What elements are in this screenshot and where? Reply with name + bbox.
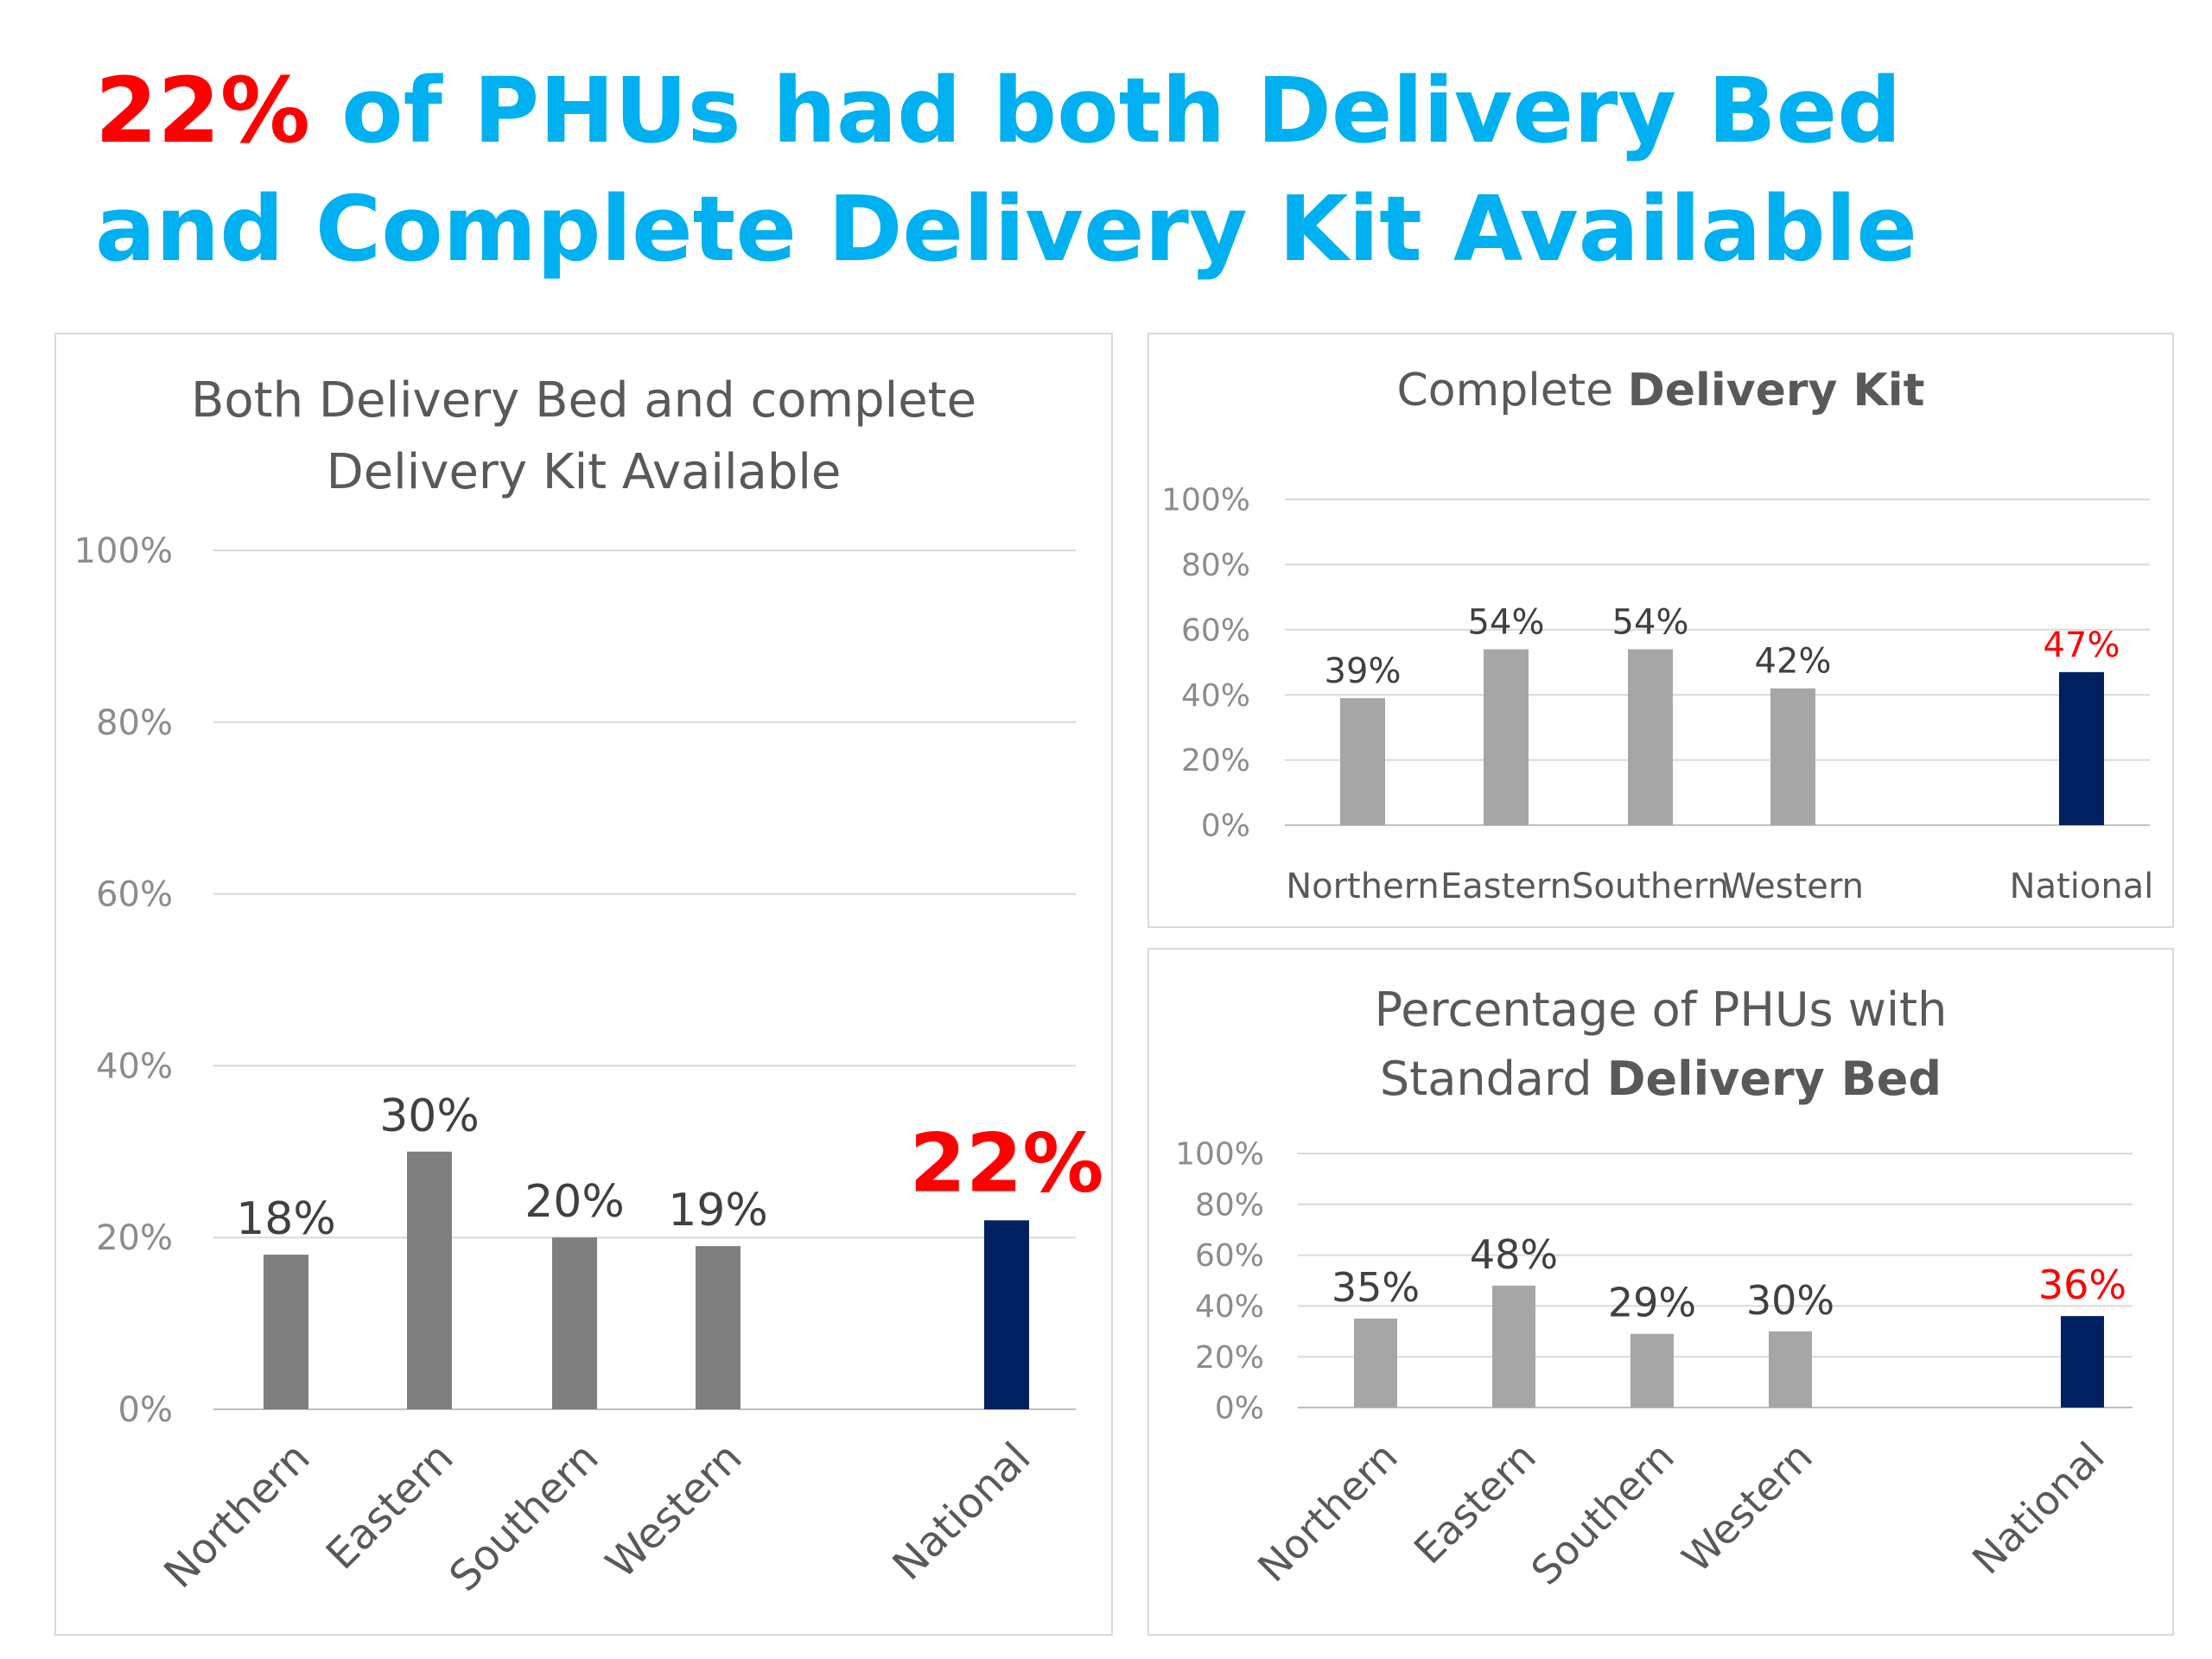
chart-title-part: Complete	[1396, 365, 1628, 416]
y-tick-label: 100%	[1175, 1137, 1264, 1173]
y-tick-label: 20%	[96, 1218, 173, 1258]
data-label: 30%	[379, 1090, 480, 1142]
x-tick-label: Eastern	[1440, 867, 1572, 906]
chart-panel-delivery-bed: Percentage of PHUs with Standard Deliver…	[1147, 948, 2174, 1636]
data-label: 36%	[2038, 1262, 2126, 1308]
bar	[1340, 697, 1385, 825]
x-tick-label: Southern	[1572, 867, 1729, 906]
bar	[1770, 688, 1815, 825]
x-tick-label: Northern	[1249, 1433, 1407, 1592]
data-label: 42%	[1755, 642, 1832, 682]
bar	[1492, 1285, 1535, 1408]
chart-panel-delivery-kit: Complete Delivery Kit 0% 20% 40% 60% 80% 100%…	[1147, 333, 2174, 928]
data-label: 18%	[236, 1193, 336, 1245]
data-label: 35%	[1332, 1264, 1420, 1311]
data-label: 39%	[1325, 652, 1402, 691]
y-tick-label: 0%	[1215, 1391, 1264, 1427]
data-label: 20%	[524, 1176, 625, 1228]
x-tick-label: Western	[1722, 867, 1864, 906]
bar	[2061, 1316, 2104, 1408]
data-label: 54%	[1468, 602, 1545, 642]
data-label: 54%	[1612, 602, 1689, 642]
y-tick-label: 40%	[1181, 678, 1250, 714]
y-tick-label: 80%	[1195, 1187, 1264, 1223]
bar	[264, 1255, 308, 1409]
y-tick-label: 60%	[1181, 613, 1250, 648]
bar	[407, 1151, 452, 1409]
x-tick-label: National	[2010, 867, 2154, 906]
bar	[2059, 671, 2104, 825]
y-tick-label: 40%	[96, 1046, 173, 1086]
bar	[1354, 1319, 1397, 1408]
x-tick-label: Eastern	[317, 1433, 463, 1580]
data-label: 47%	[2044, 626, 2120, 665]
title-highlight: 22%	[95, 58, 310, 163]
x-tick-label: Northern	[155, 1433, 319, 1598]
chart-delivery-kit: 0% 20% 40% 60% 80% 100% 39% Northern 54% Eastern 5…	[1161, 483, 2154, 906]
bar	[1628, 649, 1673, 825]
chart-delivery-bed: 0% 20% 40% 60% 80% 100% 35% Northern 48% Eastern 2…	[1175, 1137, 2133, 1594]
bar	[984, 1220, 1029, 1409]
chart-title-bold: Delivery Bed	[1606, 1052, 1942, 1106]
y-tick-label: 0%	[118, 1390, 173, 1430]
bar	[552, 1237, 597, 1409]
y-tick-label: 20%	[1181, 743, 1250, 779]
bar	[1630, 1333, 1674, 1408]
data-label: 22%	[910, 1116, 1104, 1211]
x-tick-label: Western	[597, 1433, 752, 1588]
data-label: 29%	[1608, 1280, 1696, 1326]
x-tick-label: Western	[1673, 1433, 1821, 1582]
chart-title: Both Delivery Bed and complete Delivery …	[190, 372, 977, 500]
y-tick-label: 80%	[96, 703, 173, 743]
chart-both-available: 0% 20% 40% 60% 80% 100% 18% Northern 30% Eastern 2…	[74, 531, 1104, 1601]
chart-title-part: Percentage of PHUs with Standard	[1374, 982, 1948, 1106]
y-tick-label: 80%	[1181, 548, 1250, 583]
x-tick-label: National	[1963, 1433, 2113, 1584]
y-tick-label: 60%	[1195, 1238, 1264, 1274]
x-tick-label: Northern	[1286, 867, 1440, 906]
y-tick-label: 100%	[1161, 483, 1250, 518]
y-tick-label: 100%	[74, 531, 173, 571]
bar	[1769, 1331, 1812, 1408]
y-tick-label: 20%	[1195, 1340, 1264, 1376]
data-label: 48%	[1470, 1231, 1558, 1278]
y-tick-label: 0%	[1201, 809, 1250, 844]
y-tick-label: 40%	[1195, 1289, 1264, 1325]
bar	[1484, 649, 1529, 825]
chart-title-bold: Delivery Kit	[1627, 365, 1925, 416]
x-tick-label: Southern	[1522, 1433, 1683, 1594]
chart-panel-both-available: Both Delivery Bed and complete Delivery …	[54, 333, 1113, 1636]
title-rest: of PHUs had both Delivery Bed and Comple…	[95, 58, 1917, 282]
chart-title: Percentage of PHUs with Standard Deliver…	[1149, 976, 2172, 1114]
x-tick-label: National	[883, 1433, 1039, 1590]
y-tick-label: 60%	[96, 875, 173, 915]
data-label: 30%	[1746, 1277, 1834, 1324]
x-tick-label: Southern	[440, 1433, 607, 1601]
slide-title: 22% of PHUs had both Delivery Bed and Co…	[95, 52, 2082, 289]
x-tick-label: Eastern	[1405, 1433, 1545, 1573]
chart-title: Complete Delivery Kit	[1149, 360, 2172, 421]
data-label: 19%	[668, 1185, 768, 1236]
bar	[696, 1246, 741, 1409]
